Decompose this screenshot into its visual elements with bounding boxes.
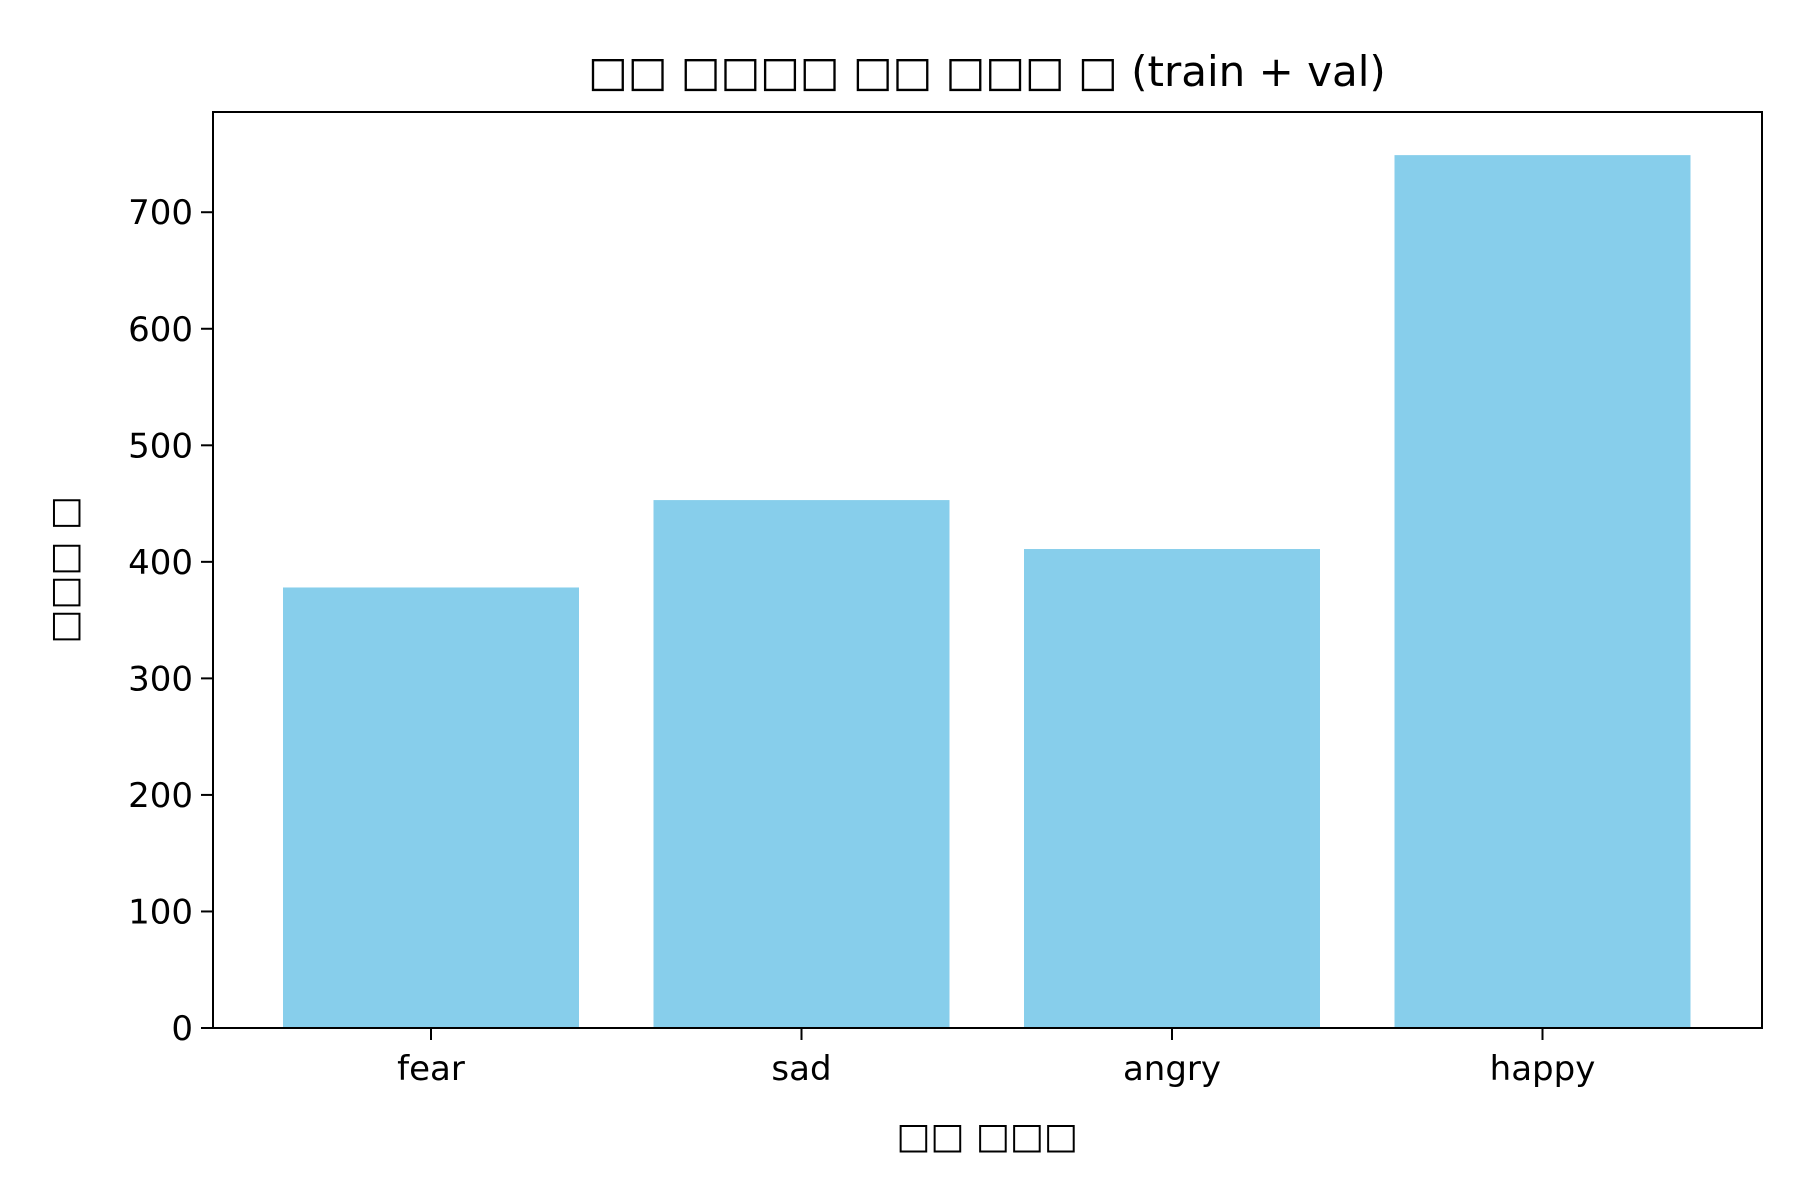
- x-tick-label: happy: [1490, 1049, 1596, 1089]
- y-tick-label: 0: [171, 1009, 193, 1049]
- x-tick-label: sad: [771, 1049, 831, 1089]
- x-tick-label: angry: [1123, 1049, 1221, 1089]
- y-tick-label: 700: [128, 193, 193, 233]
- x-axis: fear sad angry happy: [397, 1028, 1595, 1089]
- bar-sad: [653, 500, 950, 1029]
- x-axis-label: □□ □□□: [896, 1116, 1078, 1157]
- y-axis-label: □□□ □: [44, 496, 85, 644]
- bars-group: [283, 155, 1691, 1029]
- bar-fear: [283, 587, 579, 1028]
- y-tick-label: 400: [128, 543, 193, 583]
- y-tick-label: 600: [128, 310, 193, 350]
- y-tick-label: 300: [128, 659, 193, 699]
- y-tick-label: 100: [128, 892, 193, 932]
- bar-happy: [1394, 155, 1691, 1028]
- chart-title: □□ □□□□ □□ □□□ □ (train + val): [588, 47, 1386, 96]
- y-axis: 0 100 200 300 400 500 600 700: [128, 193, 213, 1049]
- x-tick-label: fear: [397, 1049, 465, 1089]
- plot-frame: [212, 111, 1763, 1029]
- y-tick-label: 200: [128, 776, 193, 816]
- y-tick-label: 500: [128, 426, 193, 466]
- bar-angry: [1024, 549, 1320, 1028]
